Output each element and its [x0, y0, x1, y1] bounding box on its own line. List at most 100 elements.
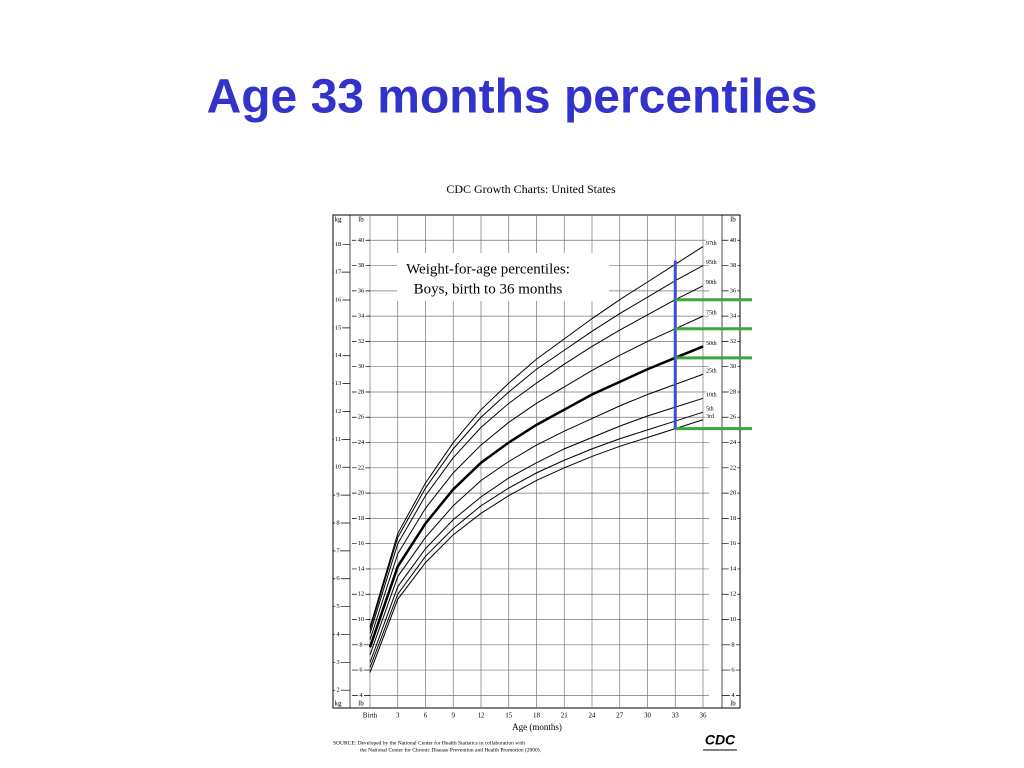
y2-tick-label: 8: [336, 519, 339, 526]
y-tick-label: 4: [731, 692, 735, 699]
y-tick-label: 22: [730, 464, 737, 471]
x-tick-label: 36: [700, 712, 708, 720]
y-tick-label: 18: [358, 515, 365, 522]
y2-unit: kg: [335, 700, 343, 708]
y2-tick-label: 10: [335, 464, 342, 471]
y-unit: lb: [358, 700, 364, 708]
x-tick-label: 30: [644, 712, 652, 720]
x-tick-label: Birth: [363, 712, 378, 720]
y-tick-label: 30: [358, 363, 365, 370]
logo: CDC: [705, 732, 736, 748]
x-tick-label: 33: [672, 712, 680, 720]
series-label: 90th: [706, 280, 717, 286]
y-tick-label: 10: [730, 616, 737, 623]
y-tick-label: 32: [358, 338, 365, 345]
y-tick-label: 8: [359, 641, 362, 648]
y-tick-label: 38: [730, 262, 737, 269]
percentile-curve: [369, 265, 704, 630]
y-tick-label: 20: [730, 490, 737, 497]
y-tick-label: 18: [730, 515, 737, 522]
y2-tick-label: 4: [336, 631, 340, 638]
x-tick-label: 15: [505, 712, 513, 720]
y-unit: lb: [730, 700, 736, 708]
percentile-curve: [369, 373, 704, 656]
source: SOURCE: Developed by the National Center…: [333, 739, 525, 746]
x-axis-label: Age (months): [512, 722, 562, 732]
y2-tick-label: 2: [336, 687, 339, 694]
y-tick-label: 34: [358, 313, 365, 320]
percentile-curve: [369, 285, 704, 634]
percentile-curve: [368, 345, 704, 648]
y2-tick-label: 11: [335, 436, 341, 443]
y-tick-label: 24: [730, 439, 737, 446]
y-tick-label: 6: [359, 667, 363, 674]
y-tick-label: 14: [730, 565, 737, 572]
x-tick-label: 18: [533, 712, 541, 720]
y-tick-label: 36: [730, 287, 737, 294]
curves: [368, 246, 704, 673]
chart-title: CDC Growth Charts: United States: [446, 182, 616, 196]
annotation-marks: [673, 260, 752, 431]
x-tick-label: 6: [424, 712, 428, 720]
y2-tick-label: 7: [336, 547, 340, 554]
y-tick-label: 28: [358, 388, 365, 395]
y2-tick-label: 5: [336, 603, 339, 610]
x-tick-label: 27: [616, 712, 624, 720]
y-tick-label: 12: [730, 591, 737, 598]
percentile-curve: [369, 411, 704, 668]
y-tick-label: 30: [730, 363, 737, 370]
y-tick-label: 10: [358, 616, 365, 623]
series-label: 97th: [706, 241, 717, 247]
source: the National Center for Chronic Disease …: [360, 746, 542, 753]
y-tick-label: 26: [730, 414, 737, 421]
y2-tick-label: 6: [336, 575, 340, 582]
x-tick-label: 3: [396, 712, 400, 720]
y2-tick-label: 15: [335, 324, 342, 331]
y-tick-label: 32: [730, 338, 737, 345]
y-tick-label: 36: [358, 287, 365, 294]
series-label: 75th: [706, 311, 717, 317]
series-label: 95th: [706, 260, 717, 266]
y-tick-label: 8: [731, 641, 734, 648]
y2-tick-label: 13: [335, 380, 342, 387]
y2-tick-label: 17: [335, 269, 342, 276]
annotation: Weight-for-age percentiles:: [406, 261, 570, 277]
y-tick-label: 4: [359, 692, 363, 699]
y-tick-label: 12: [358, 591, 365, 598]
y-tick-label: 16: [730, 540, 737, 547]
y2-tick-label: 3: [336, 659, 339, 666]
y-tick-label: 24: [358, 439, 365, 446]
series-label: 50th: [706, 341, 717, 347]
x-tick-label: 24: [589, 712, 597, 720]
y2-unit: kg: [335, 216, 343, 224]
annotation: Boys, birth to 36 months: [414, 281, 563, 297]
y-unit: lb: [358, 216, 364, 224]
x-tick-label: 12: [478, 712, 486, 720]
series-label: 25th: [706, 369, 717, 375]
percentile-curve: [369, 246, 704, 628]
series-label: 3rd: [706, 414, 714, 420]
y-tick-label: 22: [358, 464, 365, 471]
y-tick-label: 20: [358, 490, 365, 497]
y-tick-label: 14: [358, 565, 365, 572]
y-tick-label: 38: [358, 262, 365, 269]
percentile-curve: [369, 397, 704, 663]
x-tick-label: 21: [561, 712, 569, 720]
y2-tick-label: 9: [336, 492, 339, 499]
y-unit: lb: [730, 216, 736, 224]
y-tick-label: 28: [730, 388, 737, 395]
y-tick-label: 34: [730, 313, 737, 320]
y-tick-label: 40: [358, 237, 365, 244]
y-tick-label: 26: [358, 414, 365, 421]
series-label: 10th: [706, 393, 717, 399]
percentile-curve: [369, 419, 704, 673]
y-tick-label: 40: [730, 237, 737, 244]
x-tick-label: 9: [452, 712, 456, 720]
y2-tick-label: 12: [335, 408, 342, 415]
annotation-box: [397, 253, 609, 301]
series-label: 5th: [706, 407, 714, 413]
slide-title: Age 33 months percentiles: [207, 71, 818, 124]
percentile-curve: [369, 315, 704, 640]
